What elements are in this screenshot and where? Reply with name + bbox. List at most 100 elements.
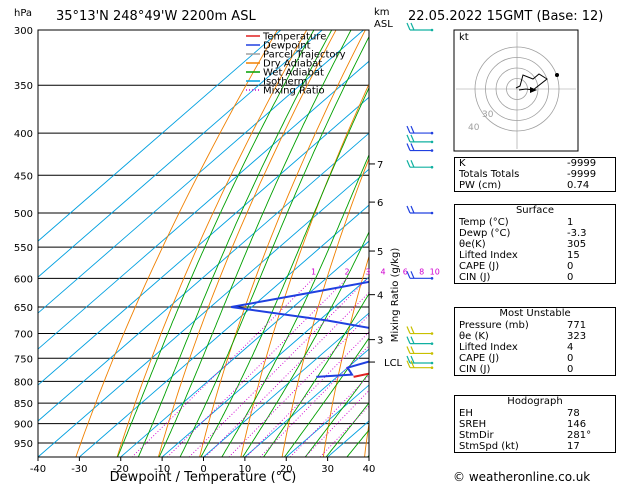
wet-adiabat-line <box>283 337 369 457</box>
wind-barb <box>406 271 434 280</box>
isotherm-line <box>38 132 369 422</box>
isotherm-line <box>285 384 369 457</box>
mixing-ratio-line <box>166 278 348 457</box>
legend-label: Isotherm <box>263 77 307 88</box>
wind-barb <box>406 125 434 135</box>
isotherm-line <box>38 30 364 314</box>
wind-barb <box>406 205 434 215</box>
surface-title: Surface <box>515 205 555 216</box>
pressure-tick-label: 850 <box>14 399 33 410</box>
legend-label: Dewpoint <box>263 41 311 52</box>
wind-barb <box>406 336 434 345</box>
dry-adiabat-line <box>281 157 369 457</box>
pressure-tick-label: 950 <box>14 439 33 450</box>
index-row-k: K -9999 <box>459 158 597 169</box>
mixing-ratio-line <box>228 314 369 457</box>
mixing-ratio-line <box>289 374 369 457</box>
pressure-tick-label: 500 <box>14 209 33 220</box>
isotherm-line <box>202 312 369 457</box>
wind-barb <box>406 355 434 365</box>
most-unstable-panel: Most Unstable Pressure (mb) 771 θe (K) 323… <box>454 307 616 376</box>
wet-adiabat-line <box>221 153 369 457</box>
isotherm-line <box>161 276 369 457</box>
x-tick-label: 10 <box>239 464 252 475</box>
legend-label: Mixing Ratio <box>263 86 325 97</box>
dry-adiabat-line <box>240 83 369 457</box>
pressure-tick-label: 550 <box>14 243 33 254</box>
hodograph-stats-title: Hodograph <box>507 396 563 407</box>
wind-barb <box>406 159 434 169</box>
mixing-ratio-label: 2 <box>345 267 350 276</box>
mixing-ratio-line <box>204 291 369 457</box>
dry-adiabat-line <box>157 30 337 457</box>
dry-adiabat-line <box>75 30 278 457</box>
mixing-ratio-line <box>188 278 369 457</box>
wet-adiabat-line <box>117 30 315 457</box>
location-title: 35°13'N 248°49'W 2200m ASL <box>56 9 256 24</box>
wind-barb <box>406 346 434 355</box>
datetime-title: 22.05.2022 15GMT (Base: 12) <box>408 9 603 24</box>
legend-label: Temperature <box>262 32 326 43</box>
surface-row: CAPE (J) 0 <box>459 261 574 272</box>
pressure-tick-label: 400 <box>14 129 33 140</box>
pressure-unit-label: hPa <box>14 8 32 19</box>
isotherm-line <box>38 168 369 457</box>
wind-barb <box>406 143 434 152</box>
most-unstable-row: CAPE (J) 0 <box>459 353 574 364</box>
km-tick-label: 6 <box>377 198 383 209</box>
legend-label: Parcel Trajectory <box>263 50 346 61</box>
wind-barb <box>406 134 434 144</box>
hodograph-stats-panel: Hodograph EH 78 SREH 146 StmDir 281° StmSpd… <box>454 395 616 453</box>
surface-row: θe(K) 305 <box>459 239 587 250</box>
mixing-ratio-label: 8 <box>419 267 424 276</box>
pressure-tick-label: 600 <box>14 274 33 285</box>
wind-barb <box>406 22 434 32</box>
most-unstable-row: Pressure (mb) 771 <box>459 320 587 331</box>
most-unstable-row: CIN (J) 0 <box>459 364 574 375</box>
most-unstable-title: Most Unstable <box>499 308 571 319</box>
wet-adiabat-line <box>242 230 369 457</box>
surface-panel: Surface Temp (°C) 1 Dewp (°C) -3.3 θe(K) 30… <box>454 204 616 284</box>
hodograph-storm-marker <box>530 87 537 93</box>
wind-barb <box>406 326 434 335</box>
index-row-totals: Totals Totals -9999 <box>459 169 597 180</box>
hodograph-trace <box>515 73 548 91</box>
isotherm-line <box>120 240 369 457</box>
hodograph-stats-row: StmDir 281° <box>459 430 592 441</box>
isotherm-line <box>38 30 282 242</box>
surface-row: Dewp (°C) -3.3 <box>459 228 587 239</box>
pressure-tick-label: 700 <box>14 330 33 341</box>
hodograph-ring-label-outer: 40 <box>468 123 480 133</box>
mixing-ratio-line <box>259 344 369 457</box>
mixing-ratio-label: 4 <box>381 267 386 276</box>
km-axis-label: km <box>374 7 390 18</box>
hodograph-stats-row: StmSpd (kt) 17 <box>459 441 580 452</box>
lcl-label: LCL <box>384 358 403 369</box>
x-tick-label: -40 <box>30 464 46 475</box>
hodograph-unit: kt <box>459 32 469 43</box>
pressure-tick-label: 350 <box>14 81 33 92</box>
wet-adiabat-line <box>158 30 352 457</box>
legend-label: Wet Adiabat <box>263 68 324 79</box>
isotherm-line <box>244 348 369 457</box>
pressure-tick-label: 800 <box>14 377 33 388</box>
legend-label: Dry Adiabat <box>263 59 322 70</box>
mixing-ratio-label: 1 <box>311 267 316 276</box>
hodograph: kt 40 30 <box>453 29 579 152</box>
wet-adiabat-line <box>304 372 369 457</box>
x-axis-title: Dewpoint / Temperature (°C) <box>110 470 297 485</box>
isotherm-line <box>38 30 323 278</box>
x-tick-label: 0 <box>200 464 206 475</box>
dry-adiabat-line <box>199 30 366 457</box>
wet-adiabat-line <box>137 30 333 457</box>
dry-adiabat-line <box>116 30 308 457</box>
hodograph-ring-label-inner: 30 <box>482 110 494 120</box>
km-tick-label: 7 <box>377 160 383 171</box>
surface-row: Lifted Index 15 <box>459 250 580 261</box>
most-unstable-row: Lifted Index 4 <box>459 342 574 353</box>
x-tick-label: -30 <box>71 464 87 475</box>
most-unstable-row: θe (K) 323 <box>459 331 587 342</box>
x-tick-label: 30 <box>321 464 334 475</box>
indices-panel: K -9999 Totals Totals -9999 PW (cm) 0.74 <box>454 157 616 192</box>
pressure-tick-label: 300 <box>14 26 33 37</box>
